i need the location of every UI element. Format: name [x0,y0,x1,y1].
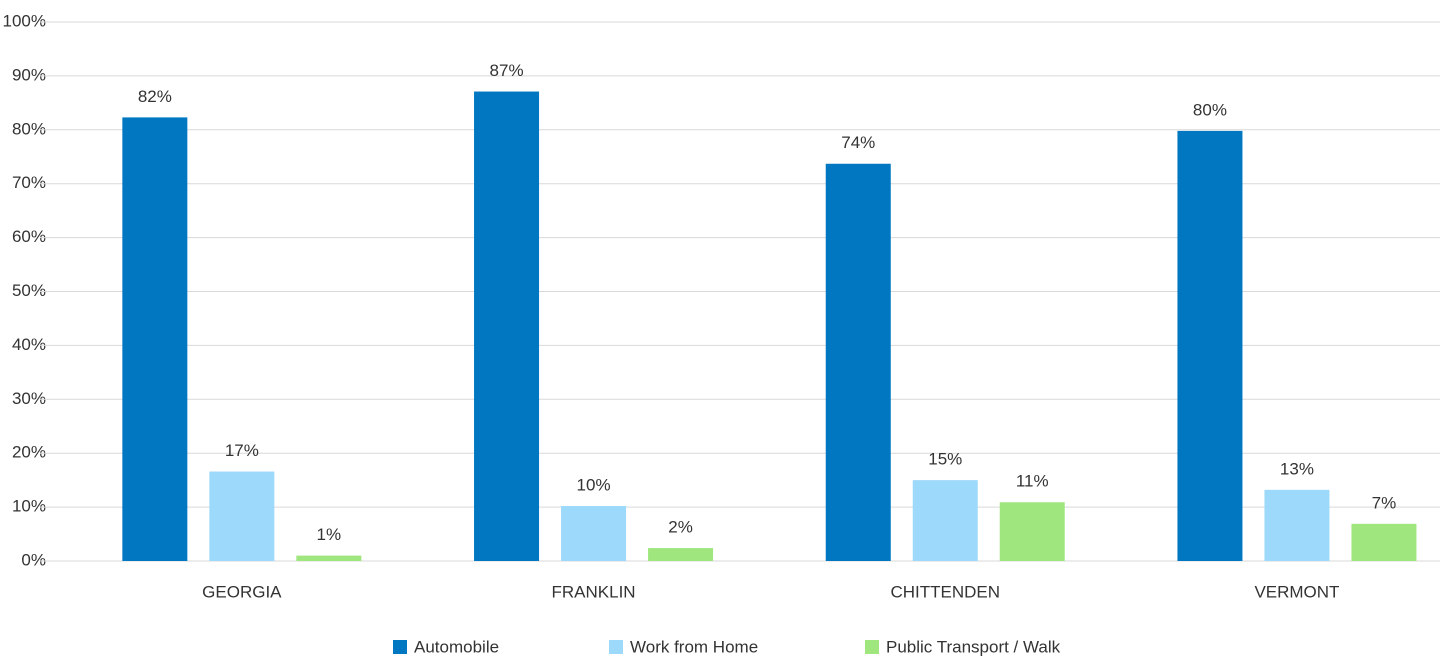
data-label: 82% [138,87,172,106]
data-label: 74% [841,133,875,152]
bar [209,471,275,561]
legend-swatch [609,640,623,654]
data-label: 15% [928,450,962,469]
bar [999,502,1065,561]
x-tick-label: CHITTENDEN [890,582,1000,601]
bar [1264,489,1330,561]
bar [1351,523,1417,561]
bar [122,117,188,561]
legend-label: Automobile [414,637,499,656]
bar [296,555,362,561]
y-tick-label: 20% [12,443,46,462]
bar [474,91,540,561]
data-label: 1% [317,525,342,544]
x-tick-label: GEORGIA [202,582,282,601]
bar [912,480,978,561]
y-tick-label: 50% [12,281,46,300]
data-label: 13% [1280,459,1314,478]
data-label: 80% [1193,100,1227,119]
y-tick-label: 90% [12,65,46,84]
x-tick-label: VERMONT [1254,582,1339,601]
y-tick-label: 0% [21,550,46,569]
data-label: 2% [668,518,693,537]
data-label: 10% [577,476,611,495]
x-tick-label: FRANKLIN [552,582,636,601]
y-tick-label: 80% [12,119,46,138]
y-tick-label: 100% [3,11,46,30]
y-tick-label: 40% [12,335,46,354]
y-tick-label: 30% [12,389,46,408]
data-label: 7% [1372,493,1397,512]
legend-swatch [393,640,407,654]
bar [1177,130,1243,562]
y-tick-label: 60% [12,227,46,246]
bar [825,163,891,561]
data-label: 17% [225,441,259,460]
y-tick-label: 10% [12,497,46,516]
legend-label: Public Transport / Walk [886,637,1061,656]
data-label: 87% [490,61,524,80]
data-label: 11% [1016,472,1049,491]
legend-label: Work from Home [630,637,758,656]
y-tick-label: 70% [12,173,46,192]
bar [561,506,627,561]
bar [648,548,714,561]
legend-swatch [865,640,879,654]
